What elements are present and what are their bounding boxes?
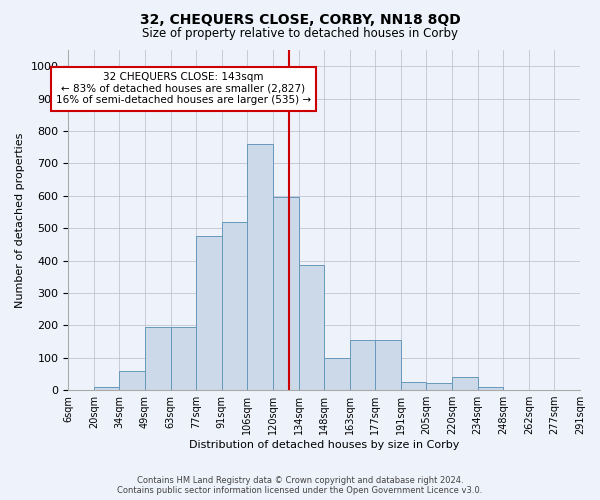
X-axis label: Distribution of detached houses by size in Corby: Distribution of detached houses by size … bbox=[189, 440, 460, 450]
Bar bbox=[119, 370, 145, 390]
Bar bbox=[94, 387, 119, 390]
Bar bbox=[401, 382, 427, 390]
Bar bbox=[145, 327, 170, 390]
Bar bbox=[478, 387, 503, 390]
Bar bbox=[376, 340, 401, 390]
Text: 32 CHEQUERS CLOSE: 143sqm
← 83% of detached houses are smaller (2,827)
16% of se: 32 CHEQUERS CLOSE: 143sqm ← 83% of detac… bbox=[56, 72, 311, 106]
Bar bbox=[299, 266, 324, 390]
Text: Contains HM Land Registry data © Crown copyright and database right 2024.
Contai: Contains HM Land Registry data © Crown c… bbox=[118, 476, 482, 495]
Bar bbox=[452, 377, 478, 390]
Bar bbox=[196, 236, 222, 390]
Bar bbox=[427, 383, 452, 390]
Bar bbox=[222, 222, 247, 390]
Bar bbox=[324, 358, 350, 390]
Bar bbox=[170, 327, 196, 390]
Text: Size of property relative to detached houses in Corby: Size of property relative to detached ho… bbox=[142, 28, 458, 40]
Bar bbox=[273, 198, 299, 390]
Y-axis label: Number of detached properties: Number of detached properties bbox=[15, 132, 25, 308]
Bar bbox=[247, 144, 273, 390]
Bar bbox=[350, 340, 376, 390]
Text: 32, CHEQUERS CLOSE, CORBY, NN18 8QD: 32, CHEQUERS CLOSE, CORBY, NN18 8QD bbox=[140, 12, 460, 26]
